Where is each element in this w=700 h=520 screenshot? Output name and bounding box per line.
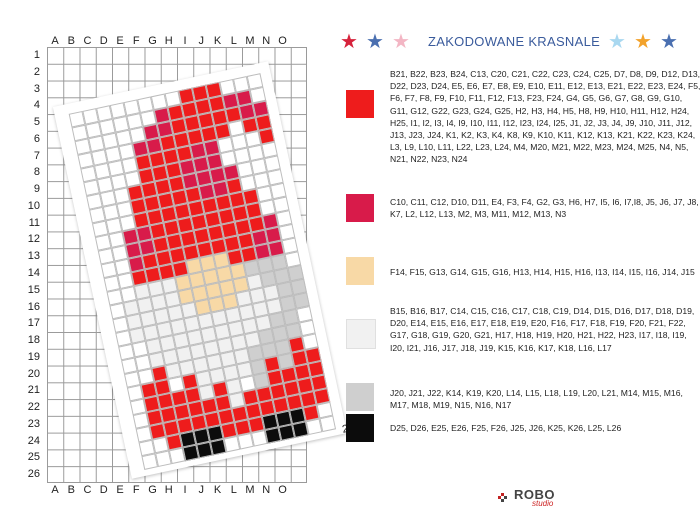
column-label: L — [230, 484, 237, 496]
column-label: J — [198, 35, 205, 47]
legend-cells-white: B15, B16, B17, C14, C15, C16, C17, C18, … — [390, 306, 695, 353]
logo-mark-icon — [498, 493, 507, 502]
column-label: I — [183, 35, 187, 47]
logo-text: ROBO — [514, 487, 555, 502]
row-label: 2 — [33, 65, 40, 78]
legend-cells-peach: F14, F15, G13, G14, G15, G16, H13, H14, … — [390, 267, 695, 277]
row-label: 20 — [27, 367, 40, 380]
column-label: C — [83, 484, 92, 496]
row-label: 19 — [27, 350, 40, 363]
column-label: J — [198, 484, 205, 496]
star-icon: ★ — [660, 31, 678, 53]
legend-cells-red: B21, B22, B23, B24, C13, C20, C21, C22, … — [390, 69, 700, 165]
column-label: N — [262, 484, 271, 496]
row-label: 13 — [27, 250, 40, 263]
robo-studio-logo: ROBO studio — [498, 486, 558, 508]
row-label: 9 — [33, 183, 40, 196]
column-label: N — [262, 35, 271, 47]
row-label: 22 — [27, 401, 40, 414]
color-swatch-grey — [346, 383, 374, 411]
column-label: O — [278, 484, 287, 496]
legend-cells-crimson: C10, C11, C12, D10, D11, E4, F3, F4, G2,… — [390, 197, 699, 220]
column-label: O — [278, 35, 287, 47]
row-label: 3 — [33, 82, 40, 95]
color-swatch-crimson — [346, 194, 374, 222]
column-label: D — [99, 484, 108, 496]
column-label: B — [67, 484, 75, 496]
color-swatch-black — [346, 414, 374, 442]
row-label: 8 — [33, 166, 40, 179]
column-label: E — [116, 484, 124, 496]
row-label: 1 — [33, 49, 40, 61]
logo-subtext: studio — [532, 499, 554, 508]
row-label: 25 — [27, 451, 40, 464]
column-label: A — [51, 35, 59, 47]
column-label: E — [116, 35, 124, 47]
column-label: H — [164, 484, 173, 496]
row-label: 4 — [33, 99, 40, 112]
column-label: B — [67, 35, 75, 47]
column-label: F — [132, 35, 140, 47]
row-label: 23 — [27, 417, 40, 430]
column-label: D — [99, 35, 108, 47]
row-label: 11 — [28, 216, 40, 229]
row-label: 21 — [27, 384, 40, 397]
title-bar: ★ ★ ★ ZAKODOWANE KRASNALE ★ ★ ★ — [340, 28, 690, 56]
column-label: A — [51, 484, 59, 496]
row-label: 24 — [27, 434, 40, 447]
row-label: 12 — [27, 233, 40, 246]
star-icon: ★ — [366, 31, 384, 53]
color-swatch-red — [346, 90, 374, 118]
row-label: 17 — [27, 317, 40, 330]
legend-cells-grey: J20, J21, J22, K14, K19, K20, L14, L15, … — [390, 388, 683, 411]
row-label: 15 — [27, 283, 40, 296]
row-label: 18 — [27, 334, 40, 347]
row-label: 26 — [27, 468, 40, 481]
page-title: ZAKODOWANE KRASNALE — [428, 34, 601, 49]
column-label: L — [230, 35, 237, 47]
column-label: C — [83, 35, 92, 47]
legend-cells-black: D25, D26, E25, E26, F25, F26, J25, J26, … — [390, 423, 622, 433]
row-labels: 1 2 3 4 5 6 7 8 9 10 11 12 13 14 15 16 17 18 19 20 21 22 23 24 2… — [20, 47, 44, 483]
row-label: 10 — [27, 199, 40, 212]
row-label: 5 — [33, 116, 40, 129]
column-label: H — [164, 35, 173, 47]
star-icon: ★ — [392, 31, 410, 53]
star-icon: ★ — [608, 31, 626, 53]
row-label: 16 — [27, 300, 40, 313]
column-label: M — [245, 484, 255, 496]
star-icon: ★ — [340, 31, 358, 53]
column-label: G — [148, 484, 157, 496]
row-label: 14 — [27, 267, 40, 279]
pixel-cell — [319, 415, 337, 433]
column-label: I — [183, 484, 187, 496]
star-icon: ★ — [634, 31, 652, 53]
column-label: K — [213, 484, 222, 496]
column-label: F — [132, 484, 140, 496]
row-label: 7 — [33, 149, 40, 162]
column-label: M — [245, 35, 255, 47]
color-swatch-white — [346, 319, 376, 349]
column-label: K — [213, 35, 222, 47]
color-swatch-peach — [346, 257, 374, 285]
row-label: 6 — [33, 132, 40, 145]
column-label: G — [148, 35, 157, 47]
